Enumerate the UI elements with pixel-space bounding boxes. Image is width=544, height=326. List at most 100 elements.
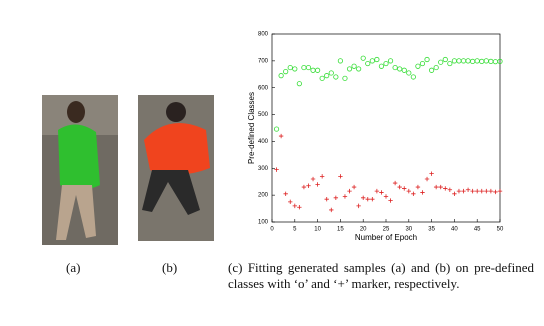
plus-point: [379, 190, 384, 195]
plus-point: [319, 174, 325, 179]
plus-point: [301, 184, 307, 190]
x-tick-label: 5: [293, 227, 297, 233]
plus-point: [365, 196, 370, 202]
circle-point: [447, 60, 453, 67]
circle-point: [319, 75, 325, 81]
circle-point: [451, 58, 457, 64]
circle-point: [397, 66, 403, 72]
circle-point: [360, 55, 366, 61]
circle-point: [369, 58, 375, 64]
circle-point: [356, 66, 362, 72]
plus-point: [392, 180, 398, 186]
y-tick-label: 600: [258, 85, 269, 91]
plus-point: [402, 186, 407, 191]
y-tick-label: 700: [258, 58, 269, 64]
plus-point: [484, 188, 489, 194]
x-tick-label: 45: [474, 227, 481, 233]
plus-point: [456, 188, 462, 194]
plus-point: [310, 176, 316, 182]
plus-point: [338, 174, 343, 179]
circle-point: [428, 67, 435, 73]
plus-point: [329, 207, 334, 213]
circle-point: [479, 58, 485, 64]
x-tick-label: 10: [314, 227, 321, 233]
caption-b: (b): [162, 260, 178, 275]
plus-point: [452, 191, 457, 196]
circle-point: [305, 64, 312, 71]
y-axis-label: Pre-defined Classes: [247, 92, 256, 164]
plus-point: [443, 186, 448, 191]
caption-c: (c) Fitting generated samples (a) and (b…: [228, 260, 534, 291]
y-tick-label: 300: [258, 166, 269, 172]
x-tick-label: 40: [451, 227, 458, 233]
circle-point: [292, 66, 298, 72]
circle-point: [301, 64, 307, 71]
plus-point: [397, 184, 402, 190]
circle-point: [442, 56, 448, 63]
plus-point: [447, 187, 453, 192]
circle-point: [410, 74, 416, 80]
y-tick-label: 400: [258, 139, 269, 145]
circle-point: [470, 58, 476, 64]
plus-point: [465, 187, 471, 192]
circle-point: [314, 67, 321, 73]
plus-point: [388, 198, 393, 203]
y-tick-label: 100: [258, 220, 269, 226]
x-tick-label: 25: [383, 227, 390, 233]
circle-point: [351, 63, 357, 69]
circle-point: [310, 67, 316, 73]
circle-point: [283, 69, 289, 75]
plus-point: [356, 203, 361, 209]
plus-point: [315, 182, 320, 187]
photo-a: [42, 95, 118, 245]
plus-point: [347, 188, 352, 194]
circle-point: [365, 60, 371, 67]
plus-point: [383, 194, 389, 199]
plus-point: [461, 188, 466, 194]
plus-point: [470, 188, 475, 194]
plus-point: [278, 133, 284, 139]
x-tick-label: 35: [428, 227, 435, 233]
circle-point: [406, 70, 412, 76]
plus-point: [292, 203, 297, 209]
plus-point: [475, 188, 480, 194]
circle-point: [438, 59, 444, 65]
circle-point: [296, 81, 302, 87]
plus-point: [306, 183, 311, 188]
circle-point: [346, 66, 353, 72]
circle-point: [333, 74, 339, 80]
plus-point: [433, 184, 439, 190]
circle-point: [342, 75, 348, 81]
circle-point: [465, 58, 471, 64]
plus-point: [479, 188, 484, 194]
circle-point: [483, 58, 489, 64]
y-tick-label: 500: [258, 112, 269, 118]
plus-point: [415, 184, 421, 190]
plus-point: [420, 190, 425, 195]
plus-point: [411, 191, 416, 196]
circle-point: [460, 58, 467, 64]
plus-point: [493, 189, 498, 195]
circle-point: [424, 56, 430, 63]
plus-point: [424, 176, 430, 182]
x-tick-label: 50: [497, 227, 504, 233]
circle-point: [419, 60, 426, 67]
x-tick-label: 20: [360, 227, 367, 233]
plus-point: [297, 205, 302, 210]
circle-point: [488, 58, 494, 64]
circle-point: [433, 64, 439, 71]
plus-point: [324, 196, 329, 202]
circle-point: [392, 64, 398, 71]
plus-point: [274, 167, 279, 172]
plus-point: [438, 184, 443, 190]
circle-point: [415, 63, 421, 69]
photo-b: [138, 95, 214, 241]
plus-point: [429, 171, 434, 176]
circle-point: [456, 58, 462, 64]
plus-point: [497, 188, 503, 194]
circle-point: [474, 58, 480, 64]
circle-point: [401, 67, 407, 73]
circle-point: [387, 58, 394, 64]
